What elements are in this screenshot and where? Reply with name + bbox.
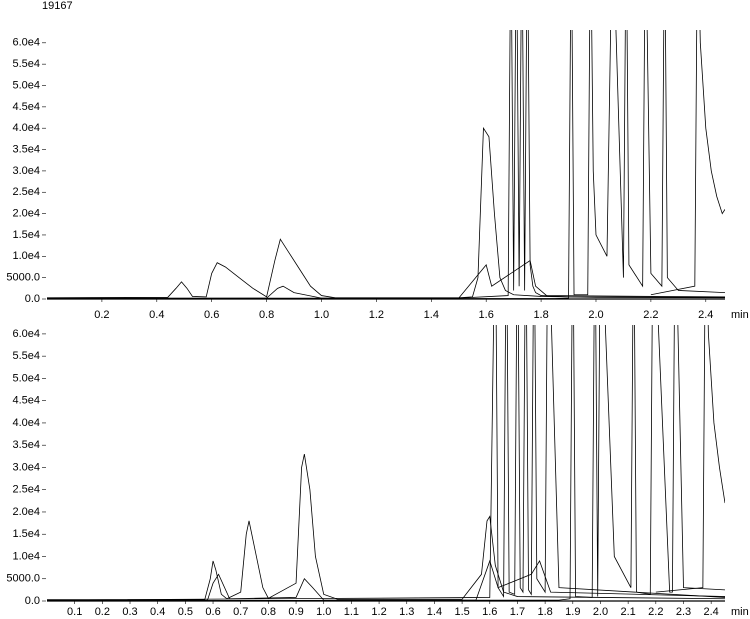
y-tick-label: 4.0e4 xyxy=(12,417,40,429)
y-tick-label: 5000.0 xyxy=(6,272,40,284)
x-tick-label: 2.0 xyxy=(593,606,608,618)
x-tick-label: 1.2 xyxy=(371,606,386,618)
y-tick-label: 2.5e4 xyxy=(12,186,40,198)
y-tick-label: 2.5e4 xyxy=(12,484,40,496)
x-tick-label: 0.2 xyxy=(95,606,110,618)
y-tick-label: 5000.0 xyxy=(6,573,40,585)
x-tick-label: 0.3 xyxy=(122,606,137,618)
x-tick-label: 1.6 xyxy=(482,606,497,618)
trace xyxy=(47,325,725,601)
x-tick-label: 0.4 xyxy=(149,309,164,321)
x-tick-label: 0.2 xyxy=(94,309,109,321)
y-tick-label: 1.0e4 xyxy=(12,550,40,562)
y-tick-label: 1.0e4 xyxy=(12,250,40,262)
y-tick-label: 3.5e4 xyxy=(12,143,40,155)
x-tick-label: 1.7 xyxy=(510,606,525,618)
x-tick-label: 1.8 xyxy=(533,309,548,321)
y-tick-label: 5.0e4 xyxy=(12,79,40,91)
y-tick-label: 3.5e4 xyxy=(12,439,40,451)
y-tick-label: 5.5e4 xyxy=(12,350,40,362)
x-tick-label: 1.1 xyxy=(344,606,359,618)
y-tick-label: 2.0e4 xyxy=(12,506,40,518)
x-tick-label: 1.4 xyxy=(427,606,442,618)
trace xyxy=(47,30,725,299)
x-tick-label: 2.3 xyxy=(676,606,691,618)
x-tick-label: 1.0 xyxy=(314,309,329,321)
trace xyxy=(47,30,725,299)
x-tick-label: 0.6 xyxy=(205,606,220,618)
trace xyxy=(47,325,725,601)
trace xyxy=(650,30,725,296)
y-tick-label: 5.0e4 xyxy=(12,372,40,384)
y-tick-label: 4.5e4 xyxy=(12,101,40,113)
x-axis-label: min xyxy=(731,606,749,618)
x-tick-label: 1.2 xyxy=(369,309,384,321)
x-tick-label: 0.8 xyxy=(259,309,274,321)
trace xyxy=(655,325,725,593)
trace xyxy=(47,559,725,601)
x-tick-label: 2.1 xyxy=(620,606,635,618)
x-tick-label: 2.0 xyxy=(588,309,603,321)
y-tick-label: 4.5e4 xyxy=(12,395,40,407)
x-tick-label: 0.5 xyxy=(178,606,193,618)
x-tick-label: 1.9 xyxy=(565,606,580,618)
trace xyxy=(47,259,725,299)
x-tick-label: 0.9 xyxy=(288,606,303,618)
y-tick-label: 3.0e4 xyxy=(12,461,40,473)
y-tick-label: 6.0e4 xyxy=(12,328,40,340)
x-tick-label: 2.2 xyxy=(643,309,658,321)
x-tick-label: 0.1 xyxy=(67,606,82,618)
y-tick-label: 1.5e4 xyxy=(12,528,40,540)
x-tick-label: 0.7 xyxy=(233,606,248,618)
y-tick-label: 3.0e4 xyxy=(12,165,40,177)
x-tick-label: 1.6 xyxy=(479,309,494,321)
trace xyxy=(47,454,725,601)
x-tick-label: 1.4 xyxy=(424,309,439,321)
x-tick-label: 2.4 xyxy=(698,309,713,321)
y-tick-label: 0.0 xyxy=(25,293,40,305)
x-tick-label: 0.8 xyxy=(261,606,276,618)
x-tick-label: 0.6 xyxy=(204,309,219,321)
y-tick-label: 2.0e4 xyxy=(12,208,40,220)
y-tick-label: 6.0e4 xyxy=(12,37,40,49)
x-tick-label: 1.8 xyxy=(537,606,552,618)
x-axis-label: min xyxy=(731,309,749,321)
x-tick-label: 2.4 xyxy=(704,606,719,618)
x-tick-label: 1.3 xyxy=(399,606,414,618)
y-tick-label: 5.5e4 xyxy=(12,58,40,70)
trace xyxy=(47,126,725,299)
y-tick-label: 1.5e4 xyxy=(12,229,40,241)
x-tick-label: 2.2 xyxy=(648,606,663,618)
x-tick-label: 0.4 xyxy=(150,606,165,618)
y-tick-label: 0.0 xyxy=(25,595,40,607)
y-tick-label: 4.0e4 xyxy=(12,122,40,134)
x-tick-label: 1.0 xyxy=(316,606,331,618)
annotation: 19167 xyxy=(42,0,73,12)
x-tick-label: 1.5 xyxy=(454,606,469,618)
